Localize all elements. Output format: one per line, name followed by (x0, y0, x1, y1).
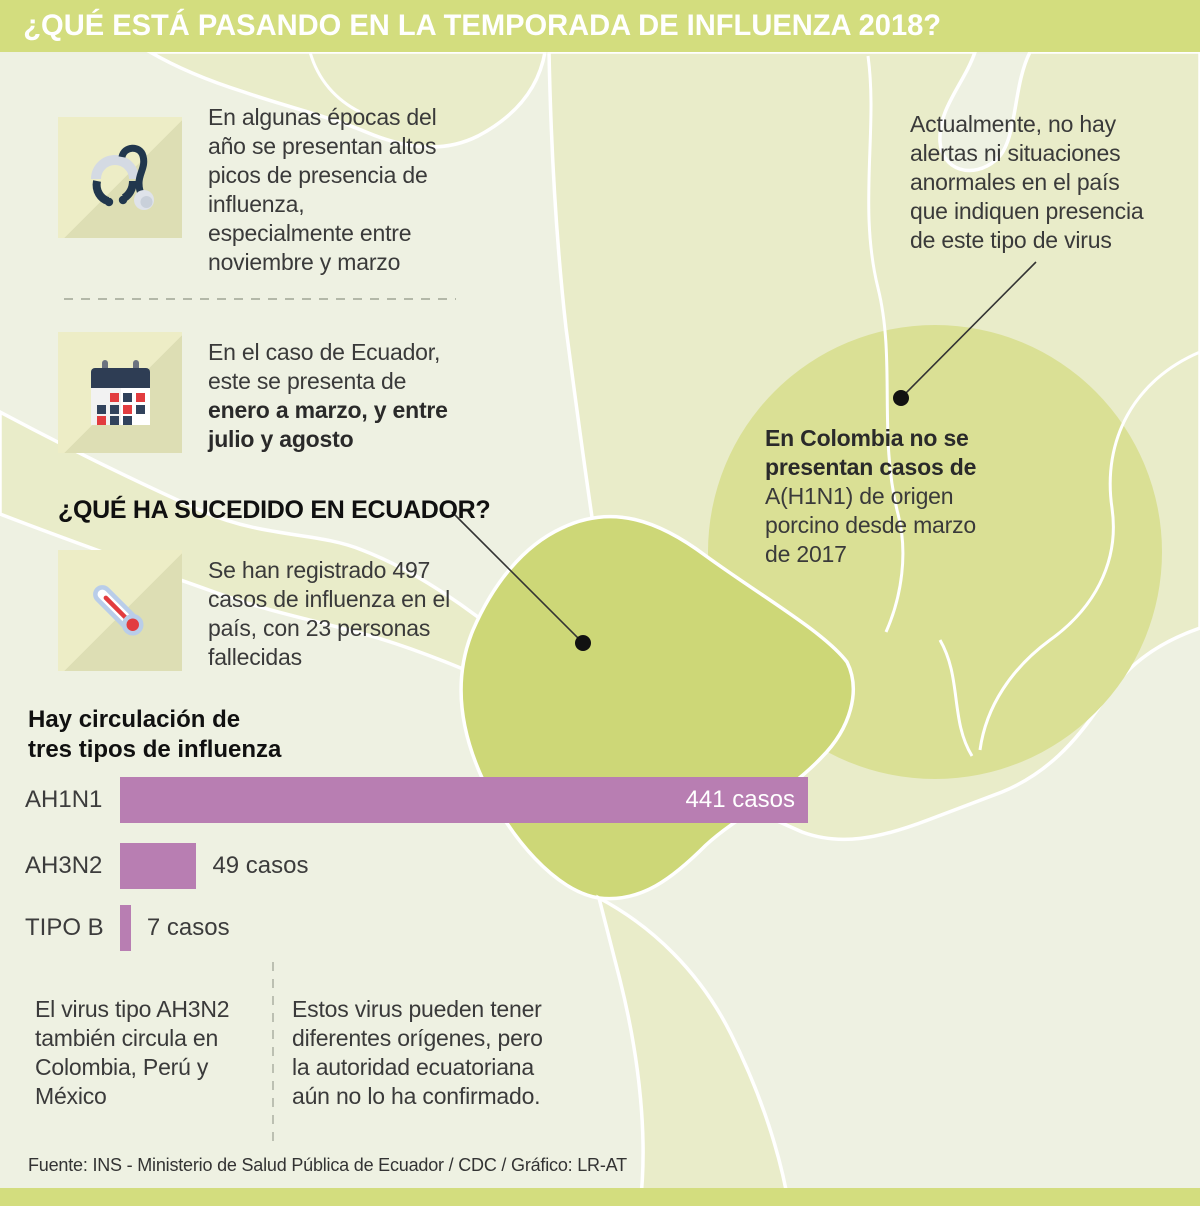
dashed-vertical-divider (272, 962, 274, 1142)
colombia-marker-dot (893, 390, 909, 406)
bar-category-tipob: TIPO B (25, 914, 104, 941)
calendar-icon (91, 360, 150, 425)
bar-value-ah1n1: 441 casos (685, 786, 795, 813)
page-title: ¿QUÉ ESTÁ PASANDO EN LA TEMPORADA DE INF… (23, 9, 942, 42)
source-credit: Fuente: INS - Ministerio de Salud Públic… (28, 1155, 627, 1175)
bottom-accent-strip (0, 1188, 1200, 1206)
chart-row-ah3n2: AH3N2 49 casos (0, 843, 309, 889)
seasonal-note: En algunas épocas del año se presentan a… (208, 104, 437, 275)
chart-row-tipob: TIPO B 7 casos (0, 905, 230, 951)
ecuador-season-bold: enero a marzo, y entre julio y agosto (208, 397, 448, 452)
registered-cases-note: Se han registrado 497 casos de influenza… (208, 557, 450, 670)
header-bar: ¿QUÉ ESTÁ PASANDO EN LA TEMPORADA DE INF… (0, 0, 1200, 52)
bar-ah3n2 (120, 843, 197, 889)
chart-title: Hay circulación de tres tipos de influen… (28, 706, 282, 763)
bar-value-ah3n2: 49 casos (212, 852, 309, 879)
ecuador-marker-dot (575, 635, 591, 651)
bar-category-ah3n2: AH3N2 (25, 852, 103, 879)
ecuador-season-note: En el caso de Ecuador, este se presenta … (208, 338, 498, 454)
stethoscope-icon (91, 144, 154, 210)
ecuador-heading: ¿QUÉ HA SUCEDIDO EN ECUADOR? (58, 496, 491, 524)
colombia-note: En Colombia no se presentan casos de A(H… (765, 424, 1025, 569)
calendar-tile (58, 332, 182, 453)
stethoscope-tile (58, 117, 182, 238)
thermometer-icon (93, 585, 144, 636)
bar-category-ah1n1: AH1N1 (25, 786, 103, 813)
chart-row-ah1n1: AH1N1 441 casos (0, 777, 808, 823)
bottom-right-note: Estos virus pueden tener diferentes oríg… (292, 996, 543, 1109)
colombia-note-regular: A(H1N1) de origen porcino desde marzo de… (765, 483, 976, 567)
alert-note: Actualmente, no hay alertas ni situacion… (910, 111, 1144, 253)
bottom-left-note: El virus tipo AH3N2 también circula en C… (35, 996, 230, 1109)
colombia-note-bold: En Colombia no se presentan casos de (765, 425, 977, 480)
bar-value-tipob: 7 casos (146, 914, 230, 941)
ecuador-season-regular: En el caso de Ecuador, este se presenta … (208, 339, 441, 394)
bar-tipob (120, 905, 131, 951)
dashed-separator (64, 298, 456, 300)
bar-ah1n1: 441 casos (120, 777, 808, 823)
thermometer-tile (58, 550, 182, 671)
